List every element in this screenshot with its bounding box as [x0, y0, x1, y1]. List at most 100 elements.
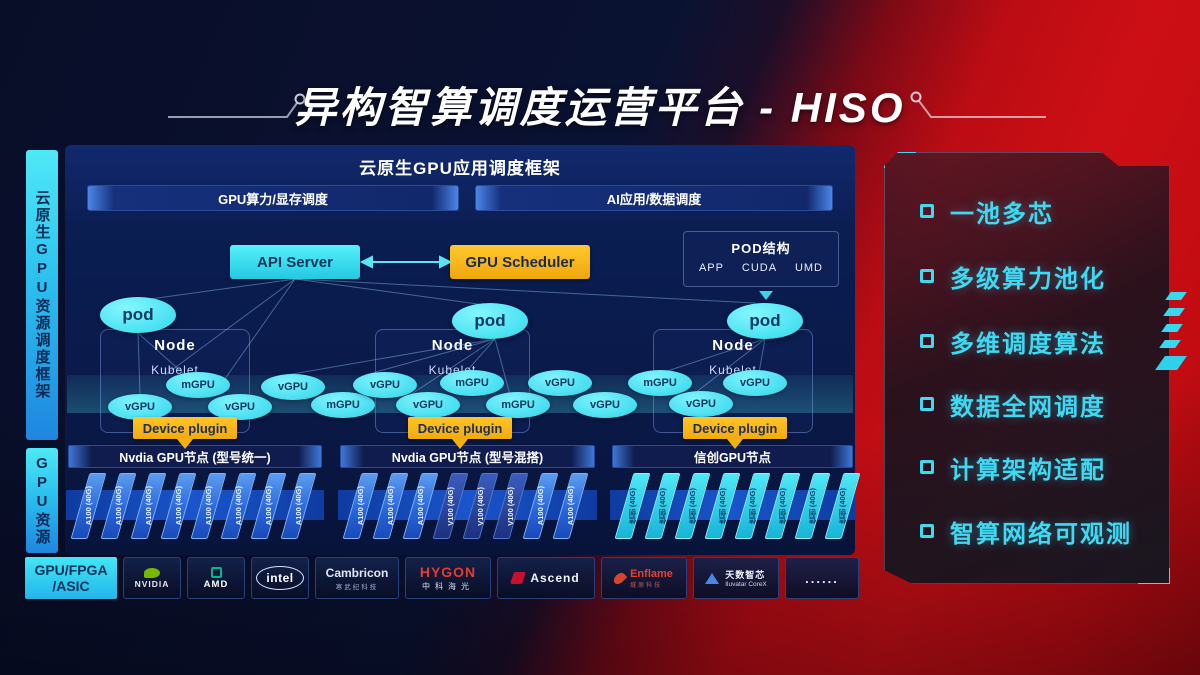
gpu-card: 信创 (40G)	[704, 473, 741, 539]
gpu-card: 信创 (40G)	[794, 473, 831, 539]
gpu-card: V100 (40G)	[462, 473, 499, 539]
gpu-card: A100 (40G)	[372, 473, 409, 539]
pod-item-app: APP	[698, 262, 724, 274]
panel-corner-accent	[1138, 568, 1172, 586]
gpu-oval: mGPU	[628, 370, 692, 396]
gpu-card: A100 (40G)	[522, 473, 559, 539]
gpu-card: A100 (40G)	[130, 473, 167, 539]
gpu-card: 信创 (40G)	[824, 473, 861, 539]
vendor-name: ......	[805, 570, 839, 586]
hardware-vendor-row: GPU/FPGA /ASIC NVIDIA AMD intel Cambrico…	[25, 557, 859, 599]
app-scheduling-framework-panel: 云原生GPU应用调度框架 GPU算力/显存调度 AI应用/数据调度	[65, 145, 855, 221]
gpu-oval: vGPU	[208, 394, 272, 420]
gpu-group-label: Nvdia GPU节点 (型号混搭)	[340, 445, 595, 468]
device-plugin-2: Device plugin	[408, 417, 512, 439]
square-bullet-icon	[920, 460, 934, 474]
gpu-card: A100 (40G)	[250, 473, 287, 539]
ascend-logo-icon	[510, 572, 527, 584]
gpu-card-stack: A100 (40G) A100 (40G) A100 (40G) V100 (4…	[342, 473, 589, 539]
vendor-hygon: HYGON 中科海光	[405, 557, 491, 599]
gpu-scheduler-box: GPU Scheduler	[450, 245, 590, 279]
vendor-subtitle: 中科海光	[422, 582, 474, 591]
gpu-card: A100 (40G)	[160, 473, 197, 539]
pod-item-umd: UMD	[794, 262, 824, 274]
square-bullet-icon	[920, 269, 934, 283]
pod-item-cuda: CUDA	[741, 262, 778, 274]
vendor-name: Ascend	[530, 571, 580, 585]
square-bullet-icon	[920, 397, 934, 411]
vendor-name: HYGON	[419, 564, 477, 580]
gpu-group-xinchuang: 信创GPU节点 信创 (40G) 信创 (40G) 信创 (40G) 信创 (4…	[610, 445, 861, 553]
node-label: Node	[712, 337, 754, 354]
left-rail-scheduling-framework: 云原生GPU资源调度框架	[26, 150, 58, 440]
gpu-oval: mGPU	[311, 392, 375, 418]
api-server-box: API Server	[230, 245, 360, 279]
page-title: 异构智算调度运营平台 - HISO	[294, 84, 906, 131]
square-bullet-icon	[920, 204, 934, 218]
gpu-group-label: Nvdia GPU节点 (型号统一)	[68, 445, 322, 468]
hardware-type-label: GPU/FPGA /ASIC	[25, 557, 117, 599]
vendor-iluvatar: 天数智芯 Iluvatar CoreX	[693, 557, 779, 599]
pod-oval-1: pod	[100, 297, 176, 333]
bar-gpu-compute-memory-scheduling: GPU算力/显存调度	[87, 185, 459, 211]
hazard-stripes-decoration	[1155, 292, 1187, 378]
node-label: Node	[154, 337, 196, 354]
vendor-name: NVIDIA	[134, 578, 170, 589]
gpu-group-mixed: Nvdia GPU节点 (型号混搭) A100 (40G) A100 (40G)…	[338, 445, 597, 553]
gpu-oval: vGPU	[573, 392, 637, 418]
vendor-ascend: Ascend	[497, 557, 595, 599]
gpu-oval: vGPU	[528, 370, 592, 396]
amd-logo-icon	[210, 566, 222, 578]
device-plugin-3: Device plugin	[683, 417, 787, 439]
gpu-oval: vGPU	[261, 374, 325, 400]
gpu-card: 信创 (40G)	[734, 473, 771, 539]
vendor-name: Enflame	[630, 567, 673, 580]
vendor-enflame: Enflame 燧原科技	[601, 557, 687, 599]
pod-structure-title: POD结构	[731, 241, 791, 256]
gpu-oval: mGPU	[166, 372, 230, 398]
node-label: Node	[431, 337, 474, 354]
feature-item-6: 智算网络可观测	[920, 516, 1132, 546]
feature-item-3: 多维调度算法	[920, 326, 1106, 356]
gpu-card: V100 (40G)	[432, 473, 469, 539]
gpu-card: V100 (40G)	[492, 473, 529, 539]
gpu-oval: vGPU	[353, 372, 417, 398]
gpu-oval: vGPU	[108, 394, 172, 420]
vendor-name: intel	[266, 571, 294, 585]
vendor-subtitle: 寒武纪科技	[335, 583, 379, 591]
gpu-card: A100 (40G)	[190, 473, 227, 539]
feature-item-4: 数据全网调度	[920, 389, 1106, 419]
gpu-oval: mGPU	[486, 392, 550, 418]
square-bullet-icon	[920, 334, 934, 348]
feature-item-1: 一池多芯	[920, 196, 1054, 226]
vendor-nvidia: NVIDIA	[123, 557, 181, 599]
enflame-flame-icon	[611, 570, 628, 586]
gpu-oval: vGPU	[723, 370, 787, 396]
pod-oval-2: pod	[452, 303, 528, 339]
left-rail-bottom-label: GPU资源	[33, 455, 51, 546]
vendor-cambricon: Cambricon 寒武纪科技	[315, 557, 399, 599]
feature-list-panel: 一池多芯 多级算力池化 多维调度算法 数据全网调度 计算架构适配 智算网络可观测	[884, 152, 1170, 584]
gpu-card: A100 (40G)	[100, 473, 137, 539]
left-rail-top-label: 云原生GPU资源调度框架	[33, 190, 51, 400]
gpu-card: 信创 (40G)	[674, 473, 711, 539]
gpu-oval: mGPU	[440, 370, 504, 396]
pod-structure-down-arrow-icon	[759, 291, 773, 300]
vendor-intel: intel	[251, 557, 309, 599]
gpu-oval: vGPU	[396, 392, 460, 418]
architecture-diagram: 云原生GPU应用调度框架 GPU算力/显存调度 AI应用/数据调度 API Se…	[65, 145, 861, 555]
gpu-card-stack: 信创 (40G) 信创 (40G) 信创 (40G) 信创 (40G) 信创 (…	[614, 473, 861, 539]
vendor-more: ......	[785, 557, 859, 599]
vendor-name: Cambricon	[325, 565, 389, 580]
vendor-subtitle: 燧原科技	[630, 582, 663, 589]
square-bullet-icon	[920, 524, 934, 538]
panel-corner-accent	[882, 150, 916, 168]
gpu-card-stack: A100 (40G) A100 (40G) A100 (40G) A100 (4…	[70, 473, 317, 539]
vendor-subtitle: Iluvatar CoreX	[725, 581, 767, 588]
gpu-group-uniform: Nvdia GPU节点 (型号统一) A100 (40G) A100 (40G)…	[66, 445, 324, 553]
gpu-card: 信创 (40G)	[764, 473, 801, 539]
feature-item-5: 计算架构适配	[920, 452, 1106, 482]
gpu-card: A100 (40G)	[402, 473, 439, 539]
intel-logo-frame: intel	[256, 566, 304, 590]
